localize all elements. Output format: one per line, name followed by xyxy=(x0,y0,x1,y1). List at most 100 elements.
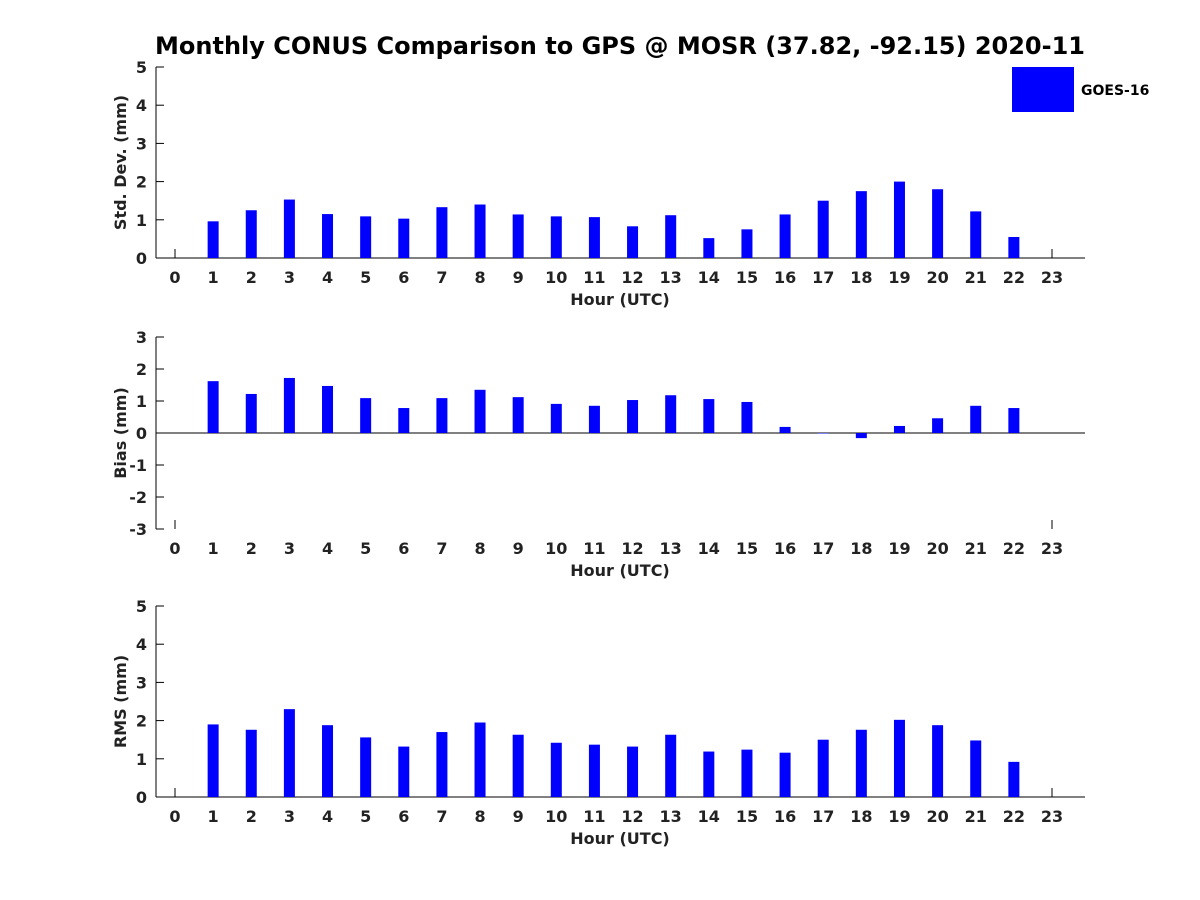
bar-hour-6 xyxy=(398,218,410,258)
x-tick-label: 5 xyxy=(360,268,371,287)
y-tick-label: 3 xyxy=(136,134,147,153)
bar-hour-1 xyxy=(207,381,219,433)
bar-hour-7 xyxy=(436,732,448,797)
bar-hour-18 xyxy=(855,729,867,797)
bar-hour-16 xyxy=(779,752,791,797)
x-tick-label: 16 xyxy=(774,807,796,826)
bar-hour-19 xyxy=(893,181,905,258)
chart-title: Monthly CONUS Comparison to GPS @ MOSR (… xyxy=(155,32,1085,60)
x-tick-label: 13 xyxy=(660,807,682,826)
x-tick-label: 19 xyxy=(888,268,910,287)
bar-hour-6 xyxy=(398,408,410,433)
x-tick-label: 14 xyxy=(698,807,720,826)
x-tick-label: 8 xyxy=(474,807,485,826)
bar-hour-16 xyxy=(779,426,791,433)
x-tick-label: 20 xyxy=(926,539,948,558)
bar-hour-15 xyxy=(741,401,753,433)
y-tick-label: 4 xyxy=(136,635,147,654)
bar-hour-18 xyxy=(855,433,867,439)
bar-hour-5 xyxy=(360,216,372,258)
bar-hour-15 xyxy=(741,749,753,797)
x-tick-label: 6 xyxy=(398,268,409,287)
y-axis-label: Std. Dev. (mm) xyxy=(111,95,130,230)
x-tick-label: 18 xyxy=(850,807,872,826)
y-tick-label: 2 xyxy=(136,173,147,192)
x-tick-label: 4 xyxy=(322,807,333,826)
bar-hour-10 xyxy=(550,216,562,258)
bar-hour-13 xyxy=(665,215,677,258)
bar-hour-20 xyxy=(932,418,944,433)
bar-hour-3 xyxy=(283,377,295,433)
bar-hour-9 xyxy=(512,734,524,797)
bar-hour-9 xyxy=(512,397,524,433)
x-tick-label: 1 xyxy=(208,539,219,558)
bar-hour-14 xyxy=(703,238,715,258)
x-tick-label: 23 xyxy=(1041,539,1063,558)
x-tick-label: 23 xyxy=(1041,807,1063,826)
x-tick-label: 2 xyxy=(246,807,257,826)
x-tick-label: 23 xyxy=(1041,268,1063,287)
x-tick-label: 15 xyxy=(736,807,758,826)
x-tick-label: 18 xyxy=(850,539,872,558)
x-tick-label: 1 xyxy=(208,268,219,287)
y-tick-label: 3 xyxy=(136,328,147,347)
x-tick-label: 0 xyxy=(169,807,180,826)
bar-hour-10 xyxy=(550,742,562,797)
bar-hour-20 xyxy=(932,725,944,797)
bar-hour-19 xyxy=(893,425,905,433)
y-axis-label: RMS (mm) xyxy=(111,655,130,748)
x-tick-label: 1 xyxy=(208,807,219,826)
y-tick-label: 0 xyxy=(136,788,147,807)
x-tick-label: 3 xyxy=(284,807,295,826)
x-tick-label: 11 xyxy=(583,268,605,287)
y-tick-label: 0 xyxy=(136,249,147,268)
x-tick-label: 0 xyxy=(169,268,180,287)
bar-hour-22 xyxy=(1008,408,1020,433)
bar-hour-19 xyxy=(893,719,905,797)
bar-hour-7 xyxy=(436,398,448,433)
x-tick-label: 15 xyxy=(736,268,758,287)
bar-hour-15 xyxy=(741,229,753,258)
y-tick-label: 5 xyxy=(136,58,147,77)
bar-hour-11 xyxy=(588,405,600,433)
bar-hour-12 xyxy=(627,226,639,258)
x-tick-label: 5 xyxy=(360,807,371,826)
x-tick-label: 21 xyxy=(965,539,987,558)
x-tick-label: 12 xyxy=(621,539,643,558)
bar-hour-11 xyxy=(588,217,600,258)
x-tick-label: 5 xyxy=(360,539,371,558)
legend-label: GOES-16 xyxy=(1081,83,1149,99)
bar-hour-8 xyxy=(474,389,486,433)
bar-hour-6 xyxy=(398,746,410,797)
bar-hour-8 xyxy=(474,204,486,258)
x-tick-label: 7 xyxy=(436,807,447,826)
x-tick-label: 0 xyxy=(169,539,180,558)
bar-hour-5 xyxy=(360,398,372,433)
x-tick-label: 13 xyxy=(660,539,682,558)
x-tick-label: 9 xyxy=(513,539,524,558)
x-tick-label: 18 xyxy=(850,268,872,287)
y-tick-label: 1 xyxy=(136,392,147,411)
x-tick-label: 11 xyxy=(583,807,605,826)
x-tick-label: 12 xyxy=(621,268,643,287)
x-tick-label: 10 xyxy=(545,268,567,287)
x-tick-label: 19 xyxy=(888,539,910,558)
bar-hour-12 xyxy=(627,746,639,797)
y-axis-label: Bias (mm) xyxy=(111,387,130,479)
x-tick-label: 10 xyxy=(545,807,567,826)
bar-hour-21 xyxy=(970,211,982,258)
x-tick-label: 8 xyxy=(474,268,485,287)
bar-hour-22 xyxy=(1008,761,1020,797)
x-tick-label: 9 xyxy=(513,807,524,826)
x-tick-label: 14 xyxy=(698,539,720,558)
x-tick-label: 4 xyxy=(322,539,333,558)
x-tick-label: 2 xyxy=(246,268,257,287)
bar-hour-7 xyxy=(436,207,448,258)
x-axis-label: Hour (UTC) xyxy=(570,561,670,580)
y-tick-label: -3 xyxy=(129,520,147,539)
bar-hour-1 xyxy=(207,221,219,258)
bar-hour-2 xyxy=(245,393,257,433)
